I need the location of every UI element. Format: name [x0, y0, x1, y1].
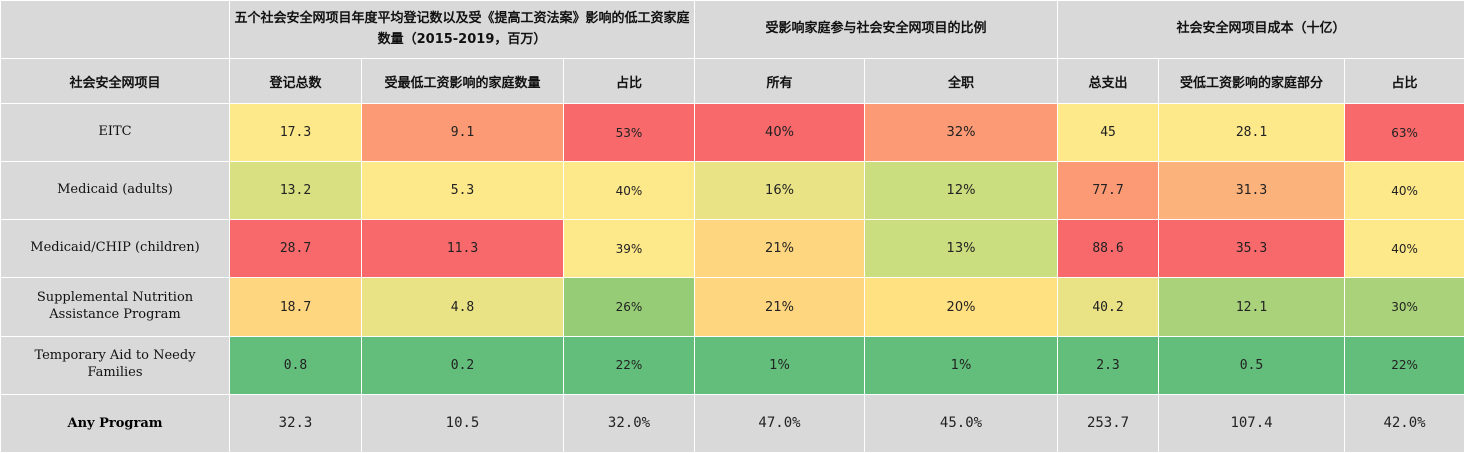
- header-group-cost: 社会安全网项目成本（十亿）: [1057, 0, 1464, 59]
- cell-affected-portion: 0.5: [1158, 335, 1346, 395]
- header-group-participation: 受影响家庭参与社会安全网项目的比例: [693, 0, 1059, 59]
- cell-fulltime: 20%: [863, 277, 1059, 337]
- col-header-share-1: 占比: [563, 58, 695, 104]
- cell-share-2: 40%: [1344, 219, 1464, 279]
- table-row: Temporary Aid to Needy Families 0.8 0.2 …: [0, 335, 1464, 395]
- row-label: Medicaid (adults): [0, 161, 230, 221]
- cell-all: 40%: [694, 102, 865, 163]
- cell-share-1: 40%: [563, 161, 695, 221]
- cell-affected-portion: 12.1: [1158, 277, 1346, 337]
- table-row: Medicaid/CHIP (children) 28.7 11.3 39% 2…: [0, 219, 1464, 279]
- total-row: Any Program 32.3 10.5 32.0% 47.0% 45.0% …: [0, 393, 1464, 453]
- cell-total-spend: 45: [1057, 102, 1160, 163]
- cell-total-spend: 77.7: [1057, 161, 1160, 221]
- cell-total-enrolled: 17.3: [229, 102, 362, 163]
- cell-share-1: 53%: [563, 102, 695, 163]
- cell-fulltime: 32%: [863, 102, 1059, 163]
- cell-share-1: 26%: [563, 277, 695, 337]
- cell-affected-portion: 35.3: [1158, 219, 1346, 279]
- row-label: EITC: [0, 102, 230, 163]
- total-fulltime: 45.0%: [863, 393, 1059, 453]
- cell-affected-portion: 28.1: [1158, 102, 1346, 163]
- col-header-program: 社会安全网项目: [0, 58, 230, 104]
- total-affected-portion: 107.4: [1158, 393, 1346, 453]
- cell-affected-portion: 31.3: [1158, 161, 1346, 221]
- cell-affected-families: 4.8: [361, 277, 564, 337]
- cell-total-enrolled: 28.7: [229, 219, 362, 279]
- cell-affected-families: 5.3: [361, 161, 564, 221]
- header-group-enrollment: 五个社会安全网项目年度平均登记数以及受《提高工资法案》影响的低工资家庭数量（20…: [229, 0, 695, 59]
- table-row: Supplemental Nutrition Assistance Progra…: [0, 277, 1464, 337]
- cell-share-2: 30%: [1344, 277, 1464, 337]
- cell-total-spend: 2.3: [1057, 335, 1160, 395]
- header-group-row: 五个社会安全网项目年度平均登记数以及受《提高工资法案》影响的低工资家庭数量（20…: [0, 0, 1464, 59]
- total-total-spend: 253.7: [1057, 393, 1160, 453]
- row-label: Temporary Aid to Needy Families: [0, 335, 230, 395]
- cell-affected-families: 9.1: [361, 102, 564, 163]
- cell-total-spend: 40.2: [1057, 277, 1160, 337]
- cell-all: 21%: [694, 277, 865, 337]
- total-all: 47.0%: [694, 393, 865, 453]
- col-header-affected-families: 受最低工资影响的家庭数量: [361, 58, 564, 104]
- cell-share-2: 63%: [1344, 102, 1464, 163]
- col-header-affected-portion: 受低工资影响的家庭部分: [1158, 58, 1346, 104]
- cell-affected-families: 11.3: [361, 219, 564, 279]
- cell-total-enrolled: 13.2: [229, 161, 362, 221]
- cell-total-enrolled: 0.8: [229, 335, 362, 395]
- row-label: Supplemental Nutrition Assistance Progra…: [0, 277, 230, 337]
- col-header-total-enrolled: 登记总数: [229, 58, 362, 104]
- total-total-enrolled: 32.3: [229, 393, 362, 453]
- cell-share-2: 22%: [1344, 335, 1464, 395]
- cell-fulltime: 13%: [863, 219, 1059, 279]
- table-row: Medicaid (adults) 13.2 5.3 40% 16% 12% 7…: [0, 161, 1464, 221]
- cell-all: 1%: [694, 335, 865, 395]
- total-share-2: 42.0%: [1344, 393, 1464, 453]
- cell-fulltime: 1%: [863, 335, 1059, 395]
- cell-all: 21%: [694, 219, 865, 279]
- header-sub-row: 社会安全网项目 登记总数 受最低工资影响的家庭数量 占比 所有 全职 总支出 受…: [0, 58, 1464, 104]
- cell-total-spend: 88.6: [1057, 219, 1160, 279]
- cell-fulltime: 12%: [863, 161, 1059, 221]
- cell-share-1: 39%: [563, 219, 695, 279]
- cell-total-enrolled: 18.7: [229, 277, 362, 337]
- col-header-fulltime: 全职: [863, 58, 1059, 104]
- total-row-label: Any Program: [0, 393, 230, 453]
- cell-share-1: 22%: [563, 335, 695, 395]
- col-header-all: 所有: [694, 58, 865, 104]
- row-label: Medicaid/CHIP (children): [0, 219, 230, 279]
- cell-share-2: 40%: [1344, 161, 1464, 221]
- total-affected-families: 10.5: [361, 393, 564, 453]
- col-header-total-spend: 总支出: [1057, 58, 1160, 104]
- header-corner: [0, 0, 230, 59]
- col-header-share-2: 占比: [1344, 58, 1464, 104]
- cell-all: 16%: [694, 161, 865, 221]
- total-share-1: 32.0%: [563, 393, 695, 453]
- table-row: EITC 17.3 9.1 53% 40% 32% 45 28.1 63%: [0, 102, 1464, 163]
- cell-affected-families: 0.2: [361, 335, 564, 395]
